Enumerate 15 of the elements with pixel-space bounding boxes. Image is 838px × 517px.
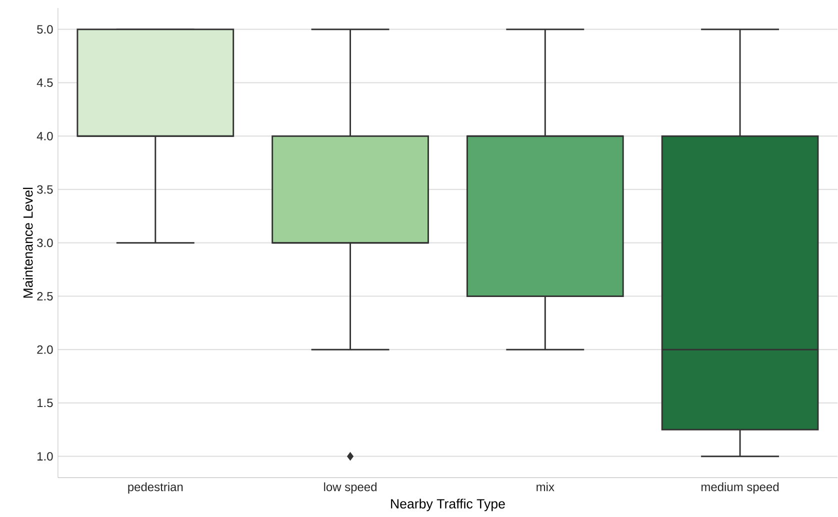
y-tick-label: 2.5: [37, 292, 53, 301]
x-tick-label: low speed: [324, 482, 376, 494]
y-tick-label: 4.0: [36, 132, 53, 141]
y-tick-label: 1.5: [38, 398, 53, 408]
y-tick-label: 3.5: [37, 185, 53, 194]
y-tick-label: 4.5: [36, 78, 53, 88]
y-tick-label: 2.0: [37, 346, 53, 354]
x-tick-label: medium speed: [701, 482, 779, 494]
y-tick-label: 3.0: [37, 238, 53, 248]
x-tick-label: mix: [536, 482, 554, 492]
x-axis-title: Nearby Traffic Type: [391, 498, 505, 512]
x-tick-label: pedestrian: [128, 482, 183, 494]
y-tick-label: 5.0: [37, 25, 53, 34]
y-tick-label: 1.0: [38, 452, 53, 461]
y-axis-title: Maintenance Level: [22, 188, 33, 298]
